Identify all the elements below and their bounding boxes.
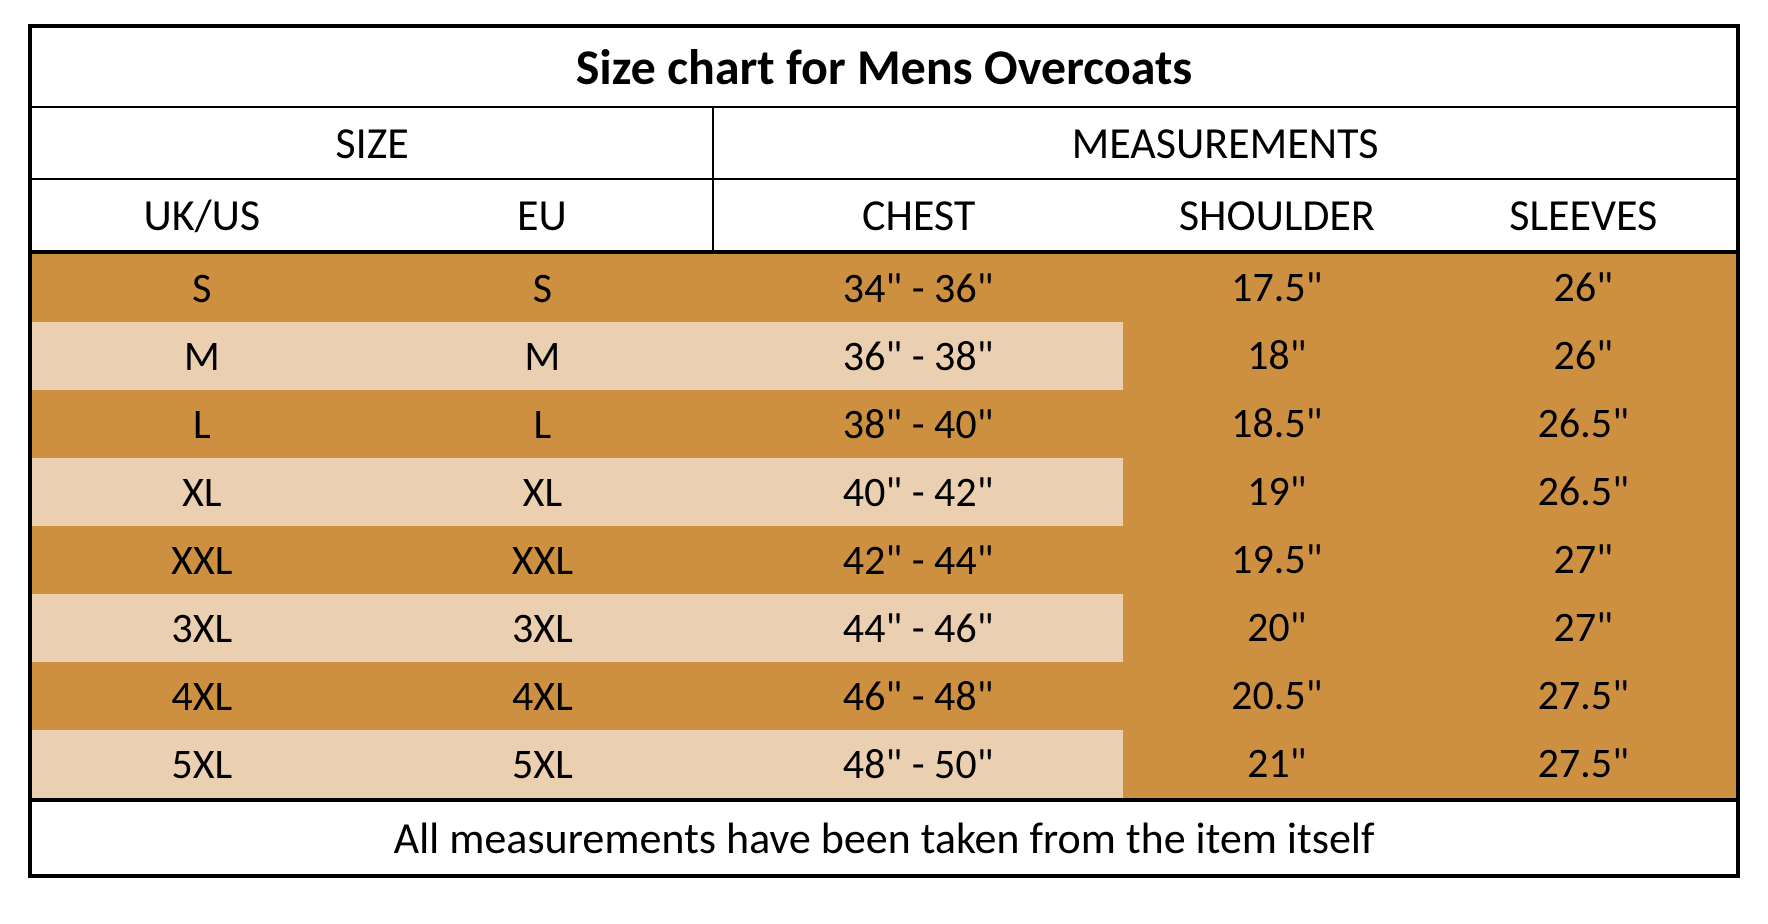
size-chart-table: Size chart for Mens Overcoats SIZE MEASU… — [28, 24, 1740, 878]
cell-sleeves: 27" — [1431, 594, 1736, 662]
cell-eu: XL — [372, 458, 714, 526]
cell-sleeves: 26.5" — [1431, 458, 1736, 526]
cell-sleeves: 27" — [1431, 526, 1736, 594]
col-shoulder: SHOULDER — [1123, 179, 1430, 252]
cell-shoulder: 19.5" — [1123, 526, 1430, 594]
sleeves-block: 26"26"26.5"26.5"27"27"27.5"27.5" — [1431, 252, 1738, 800]
cell-chest: 38" - 40" — [713, 390, 1123, 458]
shoulder-block: 17.5"18"18.5"19"19.5"20"20.5"21" — [1123, 252, 1430, 800]
cell-eu: 3XL — [372, 594, 714, 662]
table-row: S S 34" - 36" 17.5"18"18.5"19"19.5"20"20… — [30, 252, 1738, 322]
column-header-row: UK/US EU CHEST SHOULDER SLEEVES — [30, 179, 1738, 252]
footer-row: All measurements have been taken from th… — [30, 800, 1738, 876]
cell-chest: 40" - 42" — [713, 458, 1123, 526]
table-title: Size chart for Mens Overcoats — [30, 26, 1738, 107]
cell-shoulder: 18.5" — [1123, 390, 1430, 458]
cell-eu: S — [372, 252, 714, 322]
cell-sleeves: 27.5" — [1431, 662, 1736, 730]
cell-ukus: XXL — [30, 526, 372, 594]
cell-chest: 44" - 46" — [713, 594, 1123, 662]
cell-ukus: L — [30, 390, 372, 458]
cell-ukus: M — [30, 322, 372, 390]
cell-shoulder: 21" — [1123, 730, 1430, 798]
cell-ukus: 4XL — [30, 662, 372, 730]
cell-ukus: S — [30, 252, 372, 322]
cell-shoulder: 20" — [1123, 594, 1430, 662]
group-measurements: MEASUREMENTS — [713, 107, 1738, 179]
cell-sleeves: 27.5" — [1431, 730, 1736, 798]
cell-chest: 48" - 50" — [713, 730, 1123, 800]
cell-eu: 4XL — [372, 662, 714, 730]
group-header-row: SIZE MEASUREMENTS — [30, 107, 1738, 179]
cell-ukus: XL — [30, 458, 372, 526]
cell-chest: 36" - 38" — [713, 322, 1123, 390]
col-ukus: UK/US — [30, 179, 372, 252]
cell-shoulder: 20.5" — [1123, 662, 1430, 730]
cell-ukus: 5XL — [30, 730, 372, 800]
cell-chest: 46" - 48" — [713, 662, 1123, 730]
cell-shoulder: 17.5" — [1123, 254, 1430, 322]
footer-note: All measurements have been taken from th… — [30, 800, 1738, 876]
cell-ukus: 3XL — [30, 594, 372, 662]
cell-sleeves: 26.5" — [1431, 390, 1736, 458]
cell-eu: M — [372, 322, 714, 390]
cell-chest: 34" - 36" — [713, 252, 1123, 322]
col-sleeves: SLEEVES — [1431, 179, 1738, 252]
title-row: Size chart for Mens Overcoats — [30, 26, 1738, 107]
cell-sleeves: 26" — [1431, 254, 1736, 322]
cell-sleeves: 26" — [1431, 322, 1736, 390]
cell-chest: 42" - 44" — [713, 526, 1123, 594]
cell-eu: 5XL — [372, 730, 714, 800]
col-chest: CHEST — [713, 179, 1123, 252]
cell-eu: L — [372, 390, 714, 458]
col-eu: EU — [372, 179, 714, 252]
cell-eu: XXL — [372, 526, 714, 594]
cell-shoulder: 19" — [1123, 458, 1430, 526]
cell-shoulder: 18" — [1123, 322, 1430, 390]
group-size: SIZE — [30, 107, 713, 179]
